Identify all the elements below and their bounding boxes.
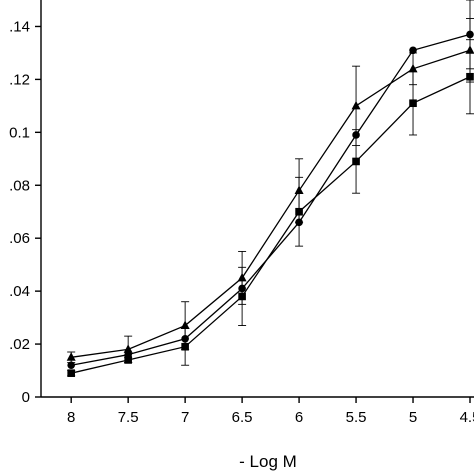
y-tick-label: .14 bbox=[9, 18, 30, 35]
data-point-square bbox=[409, 99, 417, 108]
y-tick-label: .02 bbox=[9, 336, 30, 353]
y-tick-label: 0.1 bbox=[9, 124, 30, 141]
data-point-square bbox=[181, 342, 189, 351]
data-point-square bbox=[238, 292, 246, 301]
y-tick-label: 0 bbox=[22, 389, 30, 406]
series-triangle bbox=[66, 18, 474, 364]
x-tick-label: 7.5 bbox=[118, 409, 139, 426]
data-point-triangle bbox=[66, 352, 76, 361]
data-point-triangle bbox=[123, 344, 133, 353]
x-tick-label: 4.5 bbox=[460, 409, 474, 426]
y-tick-label: .04 bbox=[9, 283, 30, 300]
plot-area bbox=[66, 0, 474, 377]
data-point-triangle bbox=[408, 63, 418, 73]
data-point-square bbox=[295, 207, 303, 216]
axes bbox=[40, 0, 474, 398]
series-line bbox=[71, 49, 471, 358]
x-tick-label: 8 bbox=[67, 409, 75, 426]
series-square bbox=[67, 39, 474, 377]
data-point-triangle bbox=[180, 320, 190, 330]
series-line bbox=[71, 76, 471, 374]
x-tick-label: 5 bbox=[409, 409, 417, 426]
y-tick-label: .06 bbox=[9, 230, 30, 247]
data-point-triangle bbox=[351, 100, 361, 110]
data-point-circle bbox=[67, 361, 75, 370]
data-point-circle bbox=[409, 46, 417, 55]
x-tick-label: 6 bbox=[295, 409, 303, 426]
data-point-square bbox=[466, 72, 474, 81]
data-point-square bbox=[352, 157, 360, 166]
x-axis-title: - Log M bbox=[239, 452, 297, 471]
x-tick-label: 5.5 bbox=[346, 409, 367, 426]
y-tick-label: .08 bbox=[9, 177, 30, 194]
series-line bbox=[71, 33, 471, 366]
y-tick-label: .12 bbox=[9, 71, 30, 88]
x-tick-label: 6.5 bbox=[232, 409, 253, 426]
data-point-square bbox=[124, 356, 132, 364]
data-point-square bbox=[67, 369, 75, 377]
x-ticks: 8 7.5 7 6.5 6 5.5 5 4.5 bbox=[67, 397, 474, 426]
y-ticks: 0 .02 .04 .06 .08 0.1 .12 .14 bbox=[9, 18, 41, 406]
x-tick-label: 7 bbox=[181, 409, 189, 426]
